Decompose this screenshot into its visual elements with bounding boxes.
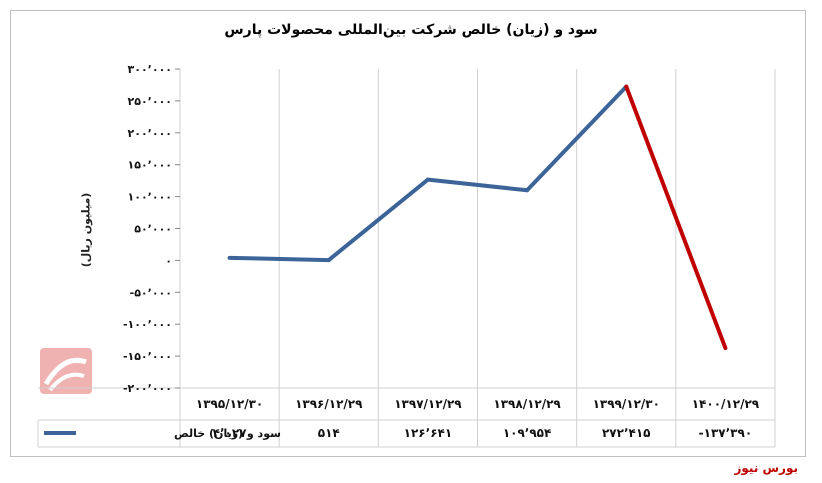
series-line-segment bbox=[227, 255, 331, 263]
table-value-cell: ۲۷۲٬۴۱۵ bbox=[602, 426, 651, 440]
y-tick-label: -۲۰۰٬۰۰۰ bbox=[123, 382, 172, 395]
y-tick-label: ۵۰٬۰۰۰ bbox=[134, 223, 172, 236]
x-category-label: ۱۳۹۷/۱۲/۲۹ bbox=[394, 397, 462, 411]
y-tick-label: ۲۵۰٬۰۰۰ bbox=[128, 95, 172, 108]
series-line-segment bbox=[624, 84, 728, 351]
x-category-label: ۱۳۹۶/۱۲/۲۹ bbox=[295, 397, 363, 411]
table-value-cell: ۱۲۶٬۶۴۱ bbox=[404, 426, 453, 440]
x-category-label: ۱۳۹۵/۱۲/۳۰ bbox=[196, 397, 263, 411]
watermark-logo bbox=[40, 348, 92, 394]
x-category-label: ۱۳۹۸/۱۲/۲۹ bbox=[493, 397, 561, 411]
footer-brand: بورس نیوز bbox=[734, 461, 798, 475]
chart-frame bbox=[10, 10, 806, 457]
legend-label: سود و (زیان) خالص bbox=[174, 427, 281, 440]
y-tick-label: ۱۵۰٬۰۰۰ bbox=[128, 159, 172, 172]
x-category-label: ۱۴۰۰/۱۲/۲۹ bbox=[692, 397, 760, 411]
y-tick-label: ۳۰۰٬۰۰۰ bbox=[128, 63, 172, 76]
table-value-cell: ۱۰۹٬۹۵۴ bbox=[503, 426, 552, 440]
series-line-segment bbox=[525, 84, 629, 193]
y-tick-label: ۱۰۰٬۰۰۰ bbox=[128, 191, 172, 204]
series-line-segment bbox=[425, 177, 530, 193]
table-value-cell: ۵۱۴ bbox=[318, 426, 340, 440]
series-line-segment bbox=[326, 177, 430, 263]
chart-title: سود و (زیان) خالص شرکت بین‌المللی محصولا… bbox=[224, 22, 598, 38]
y-tick-label: -۱۵۰٬۰۰۰ bbox=[123, 350, 172, 363]
y-tick-label: ۲۰۰٬۰۰۰ bbox=[128, 127, 172, 140]
y-tick-label: ۰ bbox=[165, 254, 172, 267]
y-tick-label: -۱۰۰٬۰۰۰ bbox=[123, 318, 172, 331]
table-value-cell: ۴٬۰۲۷ bbox=[213, 426, 248, 440]
x-category-label: ۱۳۹۹/۱۲/۳۰ bbox=[593, 397, 660, 411]
y-tick-label: -۵۰٬۰۰۰ bbox=[130, 286, 172, 299]
table-value-cell: -۱۳۷٬۳۹۰ bbox=[699, 426, 753, 440]
